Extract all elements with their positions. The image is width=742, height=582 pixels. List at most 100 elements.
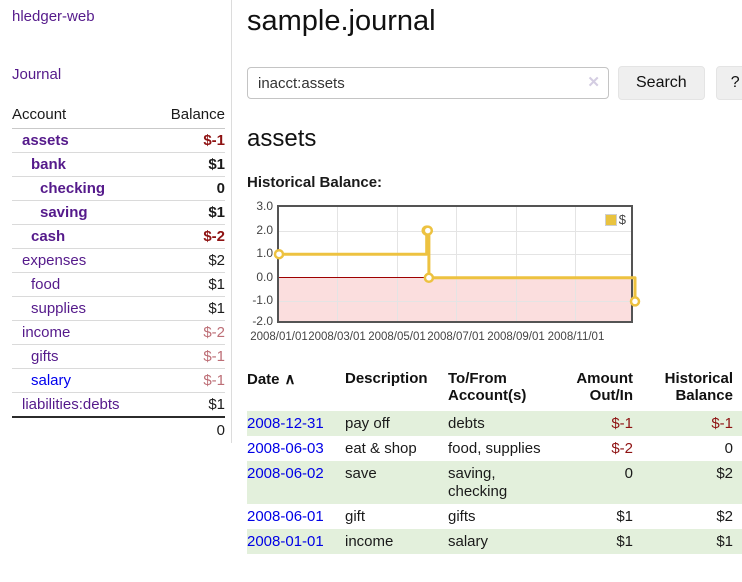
search-input-wrap: ✕ <box>247 67 609 99</box>
account-balance: $1 <box>153 152 225 177</box>
x-tick-label: 2008/01/01 <box>250 331 308 343</box>
account-link-checking[interactable]: checking <box>40 180 106 197</box>
sidebar-inner: hledger-web Journal Account Balance asse… <box>0 0 232 443</box>
account-balance: $1 <box>153 392 225 417</box>
account-link-bank[interactable]: bank <box>31 156 67 173</box>
y-tick-label: -1.0 <box>252 293 273 307</box>
column-header-balance: Historical Balance <box>664 370 733 404</box>
y-tick-label: -2.0 <box>252 314 273 328</box>
gridline <box>397 207 398 321</box>
gridline <box>337 207 338 321</box>
accounts-header-account: Account <box>12 104 154 129</box>
account-row-expenses: expenses $2 <box>12 248 225 273</box>
chart-title: Historical Balance: <box>247 174 383 191</box>
transaction-accounts: gifts <box>448 508 476 525</box>
transaction-accounts: saving, checking <box>448 465 508 500</box>
sidebar-item-journal[interactable]: Journal <box>12 66 62 83</box>
transaction-accounts: food, supplies <box>448 440 541 457</box>
account-row-supplies: supplies $1 <box>12 296 225 321</box>
account-row-food: food $1 <box>12 272 225 297</box>
account-link-salary[interactable]: salary <box>31 372 72 389</box>
account-balance: $1 <box>153 200 225 225</box>
account-row-salary: salary $-1 <box>12 368 225 393</box>
gridline <box>279 231 631 232</box>
gridline <box>279 254 631 255</box>
account-link-food[interactable]: food <box>31 276 61 293</box>
account-row-bank: bank $1 <box>12 152 225 177</box>
transaction-date-link[interactable]: 2008-12-31 <box>247 415 324 432</box>
account-heading: assets <box>247 125 317 152</box>
x-tick-label: 2008/09/01 <box>487 331 545 343</box>
page-title: sample.journal <box>247 5 436 37</box>
column-header-date[interactable]: Date ∧ <box>247 371 296 388</box>
accounts-header-balance: Balance <box>153 104 225 129</box>
account-balance: $-1 <box>153 344 225 369</box>
account-link-liabilities-debts[interactable]: liabilities:debts <box>22 396 120 413</box>
account-link-saving[interactable]: saving <box>40 204 88 221</box>
historical-balance-chart: 3.0 2.0 1.0 0.0 -1.0 -2.0 $ <box>247 199 641 347</box>
transaction-balance: 0 <box>724 440 733 457</box>
chart-legend: $ <box>602 210 628 229</box>
account-row-gifts: gifts $-1 <box>12 344 225 369</box>
transaction-accounts: debts <box>448 415 485 432</box>
sidebar: hledger-web Journal Account Balance asse… <box>0 0 232 554</box>
account-balance: $-1 <box>153 368 225 393</box>
search-input[interactable] <box>247 67 609 99</box>
help-button[interactable]: ? <box>715 66 742 100</box>
account-balance: $1 <box>153 272 225 297</box>
brand-link[interactable]: hledger-web <box>12 8 95 25</box>
y-tick-label: 0.0 <box>256 270 273 284</box>
transaction-description: income <box>345 533 394 550</box>
account-link-assets[interactable]: assets <box>22 132 69 149</box>
transaction-description: save <box>345 465 377 482</box>
transaction-row: 2008-06-03 eat & shop food, supplies $-2… <box>247 436 742 461</box>
legend-swatch-icon <box>604 213 617 226</box>
transaction-balance: $1 <box>716 533 733 550</box>
transaction-date-link[interactable]: 2008-06-02 <box>247 465 324 482</box>
account-row-assets: assets $-1 <box>12 129 225 153</box>
transactions-table: Date ∧ Description To/From Account(s) Amo… <box>247 367 742 554</box>
x-tick-label: 2008/11/01 <box>547 331 605 343</box>
transactions-header-row: Date ∧ Description To/From Account(s) Amo… <box>247 367 742 411</box>
account-row-cash: cash $-2 <box>12 224 225 249</box>
transaction-date-link[interactable]: 2008-06-03 <box>247 440 324 457</box>
sort-ascending-icon: ∧ <box>284 371 296 388</box>
gridline <box>575 207 576 321</box>
main-content: sample.journal ✕ Search ? assets Histori… <box>232 0 742 554</box>
transaction-amount: $-2 <box>611 440 633 457</box>
transaction-amount: $1 <box>616 533 633 550</box>
search-button[interactable]: Search <box>618 66 705 100</box>
column-header-description: Description <box>345 370 428 387</box>
gridline <box>516 207 517 321</box>
accounts-total-value: 0 <box>12 416 225 443</box>
account-link-supplies[interactable]: supplies <box>31 300 87 317</box>
account-row-liabilities-debts: liabilities:debts $1 <box>12 392 225 417</box>
transaction-row: 2008-06-02 save saving, checking 0 $2 <box>247 461 742 504</box>
transaction-date-link[interactable]: 2008-01-01 <box>247 533 324 550</box>
account-row-income: income $-2 <box>12 320 225 345</box>
clear-search-icon[interactable]: ✕ <box>587 74 600 91</box>
transaction-accounts: salary <box>448 533 489 550</box>
search-bar: ✕ Search ? <box>247 66 742 100</box>
accounts-table: Account Balance assets $-1 bank $1 check… <box>12 104 225 443</box>
x-tick-label: 2008/07/01 <box>427 331 485 343</box>
transaction-amount: $-1 <box>611 415 633 432</box>
account-balance: $-2 <box>153 224 225 249</box>
account-balance: $-2 <box>153 320 225 345</box>
y-tick-label: 3.0 <box>256 199 273 213</box>
accounts-total-row: 0 <box>12 416 225 443</box>
x-tick-label: 2008/03/01 <box>308 331 366 343</box>
column-header-accounts: To/From Account(s) <box>448 370 527 404</box>
account-link-gifts[interactable]: gifts <box>31 348 59 365</box>
gridline <box>456 207 457 321</box>
transaction-description: gift <box>345 508 366 525</box>
account-balance: $1 <box>153 296 225 321</box>
y-tick-label: 2.0 <box>256 223 273 237</box>
transaction-date-link[interactable]: 2008-06-01 <box>247 508 324 525</box>
y-tick-label: 1.0 <box>256 246 273 260</box>
account-link-expenses[interactable]: expenses <box>22 252 87 269</box>
account-row-checking: checking 0 <box>12 176 225 201</box>
account-link-cash[interactable]: cash <box>31 228 66 245</box>
transaction-balance: $2 <box>716 465 733 482</box>
account-link-income[interactable]: income <box>22 324 71 341</box>
